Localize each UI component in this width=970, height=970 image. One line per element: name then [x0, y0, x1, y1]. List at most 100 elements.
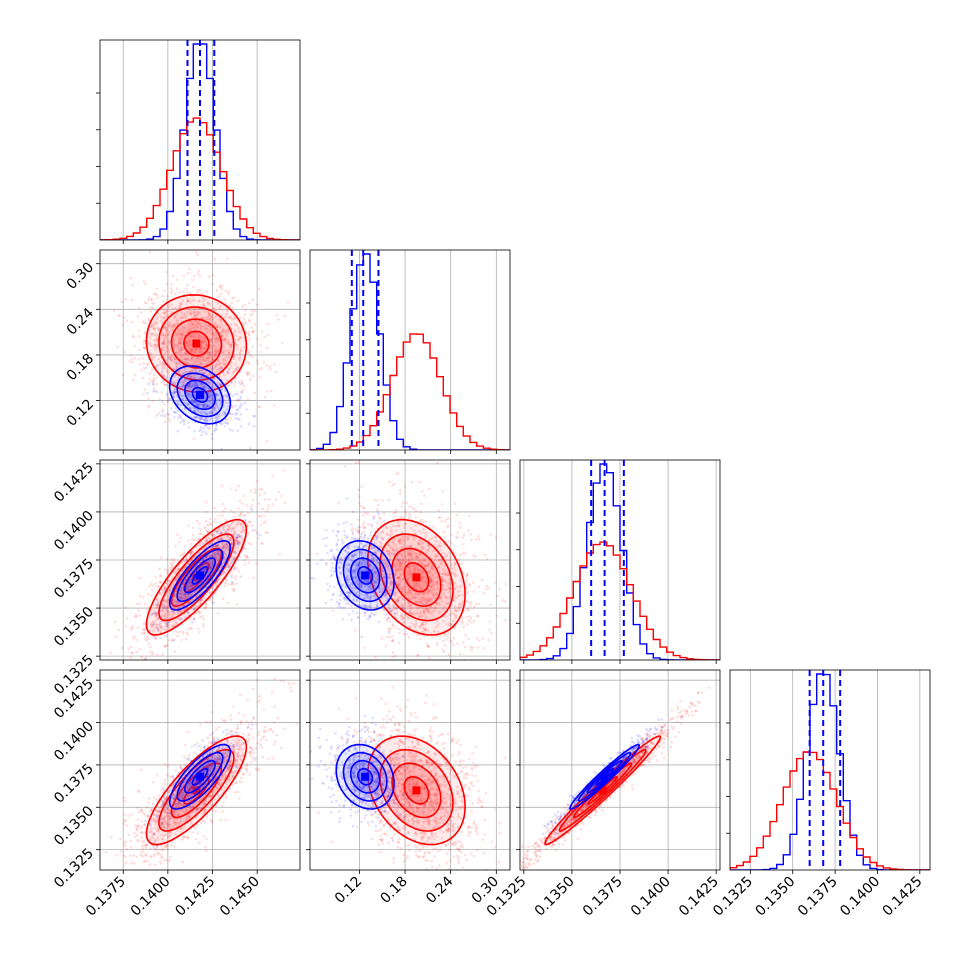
density-contour	[391, 762, 442, 819]
density-contour	[176, 751, 224, 802]
x-tick-label: 0.1450	[217, 874, 263, 920]
density-peak	[361, 772, 370, 781]
density-peak	[196, 772, 204, 781]
hist-panel-3	[520, 460, 720, 660]
density-peak	[412, 786, 421, 795]
density-contour	[587, 776, 618, 805]
density-contour	[357, 767, 374, 786]
density-contour	[577, 751, 632, 802]
hist-panel-1	[100, 40, 300, 240]
hist-series-2	[100, 117, 300, 240]
density-contour	[342, 548, 388, 603]
panel-frame	[309, 249, 511, 451]
density-contour	[168, 365, 232, 425]
x-tick-label: 0.1350	[753, 874, 799, 920]
density-contour	[176, 372, 224, 418]
density-peak	[600, 772, 609, 781]
density-contour	[184, 557, 216, 594]
hist-series-2	[310, 333, 510, 450]
x-tick-label: 0.1425	[880, 874, 926, 920]
density-contour	[168, 743, 232, 810]
density-contour	[544, 735, 662, 846]
panel-frame	[99, 669, 301, 871]
y-tick-label: 0.18	[64, 351, 97, 384]
density-contour	[191, 565, 209, 585]
density-contour	[335, 539, 395, 611]
y-tick-label: 0.1325	[51, 845, 97, 891]
density-peak	[192, 339, 201, 348]
x-tick-label: 0.1400	[837, 874, 883, 920]
panel-3-1	[100, 460, 300, 660]
density-contour	[366, 518, 466, 636]
density-contour	[170, 318, 223, 369]
density-peak	[598, 786, 607, 795]
x-tick-label: 0.1400	[128, 874, 174, 920]
density-contour	[183, 379, 217, 411]
density-contour	[349, 557, 381, 594]
scatter-points	[317, 686, 507, 870]
y-tick-label: 0.24	[64, 305, 97, 338]
x-tick-label: 0.24	[423, 873, 456, 906]
density-contour	[158, 748, 235, 832]
x-tick-label: 0.1350	[532, 874, 578, 920]
y-tick-label: 0.1350	[51, 803, 97, 849]
x-tick-label: 0.1400	[628, 874, 674, 920]
y-tick-label: 0.1350	[51, 604, 97, 650]
y-tick-label: 0.1375	[51, 556, 97, 602]
density-contour	[335, 743, 395, 810]
panel-4-2	[310, 670, 510, 870]
density-contour	[191, 386, 209, 403]
density-contour	[569, 743, 640, 810]
x-tick-label: 0.18	[378, 874, 411, 907]
density-contour	[168, 539, 232, 611]
x-tick-label: 0.12	[332, 874, 365, 907]
hist-series-2	[520, 541, 720, 660]
hist-series-1	[310, 253, 510, 450]
y-tick-label: 0.1425	[51, 460, 97, 506]
y-tick-label: 0.12	[64, 396, 97, 429]
panel-frame	[99, 39, 301, 241]
y-tick-label: 0.1400	[51, 718, 97, 764]
density-contour	[183, 330, 210, 357]
density-contour	[349, 759, 381, 794]
density-contour	[391, 547, 442, 608]
density-contour	[379, 748, 454, 832]
density-contour	[191, 767, 209, 786]
x-tick-label: 0.1375	[580, 874, 626, 920]
density-contour	[595, 767, 615, 786]
y-tick-label: 0.30	[64, 259, 97, 292]
density-contour	[176, 548, 224, 603]
x-tick-label: 0.1375	[795, 874, 841, 920]
hist-panel-2	[310, 250, 510, 450]
hist-series-2	[730, 751, 930, 870]
density-contour	[366, 735, 466, 846]
density-contour	[145, 518, 248, 636]
density-peak	[361, 571, 370, 580]
panel-frame	[729, 669, 931, 871]
density-contour	[342, 751, 388, 802]
density-contour	[183, 759, 217, 794]
density-contour	[170, 547, 223, 608]
panel-4-3	[520, 670, 720, 870]
y-tick-label: 0.1400	[51, 508, 97, 554]
panel-3-2	[310, 460, 510, 660]
density-contour	[145, 735, 248, 846]
density-contour	[403, 562, 430, 593]
density-contour	[158, 533, 235, 622]
density-contour	[379, 533, 454, 622]
hist-panel-4	[730, 670, 930, 870]
y-tick-label: 0.1375	[51, 761, 97, 807]
panel-frame	[99, 249, 301, 451]
panel-frame	[309, 669, 511, 871]
panel-4-1	[100, 670, 300, 870]
density-contour	[357, 565, 374, 585]
density-peak	[412, 573, 421, 582]
density-contour	[403, 776, 430, 805]
x-tick-label: 0.1375	[83, 874, 129, 920]
density-peak	[196, 390, 204, 399]
density-peak	[196, 571, 204, 580]
density-contour	[586, 759, 623, 794]
panel-2-1	[100, 250, 300, 450]
x-tick-label: 0.1425	[172, 874, 218, 920]
